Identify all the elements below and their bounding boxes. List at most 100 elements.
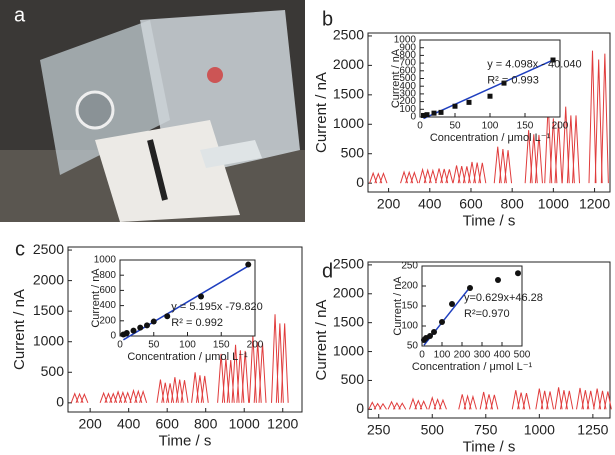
peak <box>522 393 531 410</box>
y-tick-label: 100 <box>401 321 418 332</box>
y-axis-title: Current / nA <box>313 300 330 381</box>
peak <box>156 379 165 403</box>
x-tick-label: 600 <box>459 195 483 211</box>
plot-frame <box>367 32 611 193</box>
x-tick-label: 200 <box>247 340 264 351</box>
y-tick-label: 250 <box>401 261 418 272</box>
peak <box>517 392 526 410</box>
peak <box>593 388 602 410</box>
x-tick-label: 50 <box>148 340 160 351</box>
peak <box>598 390 607 410</box>
photo-port <box>207 67 223 83</box>
peak <box>498 148 507 184</box>
peak <box>191 372 200 403</box>
y-tick-label: 1000 <box>333 115 364 131</box>
peak <box>134 389 143 403</box>
peak <box>379 402 387 410</box>
y-tick-label: 500 <box>341 371 365 387</box>
point <box>164 313 171 320</box>
x-tick-label: 400 <box>117 415 141 431</box>
peak <box>479 391 488 410</box>
x-tick-label: 0 <box>417 121 423 132</box>
peak <box>524 130 533 184</box>
point <box>427 333 433 339</box>
y-tick-label: 400 <box>399 81 416 92</box>
y-tick-label: 1000 <box>333 342 364 358</box>
peak <box>535 388 544 410</box>
peak <box>408 397 417 410</box>
peak <box>418 167 427 184</box>
fit-line <box>122 265 249 341</box>
panel-label: a <box>14 4 26 26</box>
peak <box>200 375 209 403</box>
x-tick-label: 150 <box>213 340 230 351</box>
x-tick-label: 50 <box>449 121 461 132</box>
x-tick-label: 100 <box>434 350 451 361</box>
point <box>245 261 252 268</box>
peak <box>387 400 396 410</box>
peak <box>139 389 148 403</box>
x-tick-label: 400 <box>494 350 511 361</box>
photo-plate <box>95 120 240 222</box>
peak <box>414 399 423 410</box>
peak <box>581 390 590 410</box>
annotation: y = 5.195x -79.820 <box>171 301 262 313</box>
photo-chip <box>200 140 262 168</box>
peak <box>428 396 437 410</box>
x-tick-label: 250 <box>367 421 391 437</box>
peak <box>600 53 609 184</box>
point <box>123 329 130 336</box>
plot-frame <box>67 246 303 413</box>
panel-label: b <box>322 8 333 30</box>
peak <box>588 50 597 184</box>
peak <box>379 171 388 184</box>
peak <box>392 401 401 410</box>
peak <box>410 170 419 184</box>
x-tick-label: 1000 <box>524 421 555 437</box>
peak <box>70 392 79 404</box>
fit-line <box>423 59 554 120</box>
x-tick-label: 1000 <box>538 195 569 211</box>
peak <box>75 392 84 404</box>
peak <box>438 398 447 410</box>
point <box>501 80 507 86</box>
x-tick-label: 1200 <box>579 195 610 211</box>
peak <box>603 391 612 410</box>
panel-label: d <box>322 260 333 282</box>
x-tick-label: 500 <box>514 350 531 361</box>
panel-label: c <box>15 238 25 260</box>
annotation: y=0.629x+46.28 <box>464 292 543 304</box>
x-axis-title: Concentration / μmol L⁻¹ <box>127 351 248 363</box>
peak <box>435 168 444 184</box>
y-tick-label: 2000 <box>333 284 364 300</box>
peak <box>398 402 407 410</box>
point <box>438 109 444 115</box>
point <box>467 285 473 291</box>
peak <box>445 169 454 184</box>
x-tick-label: 200 <box>377 195 401 211</box>
peak <box>572 115 581 184</box>
annotation: y = 4.098x - 40.040 <box>487 59 581 71</box>
peak <box>554 121 563 184</box>
y-tick-label: 1500 <box>333 86 364 102</box>
y-tick-label: 50 <box>407 341 419 352</box>
point <box>130 327 137 334</box>
y-tick-label: 2500 <box>33 241 64 257</box>
x-tick-label: 300 <box>474 350 491 361</box>
x-axis-title: Concentration / μmol L⁻¹ <box>430 132 551 144</box>
x-tick-label: 1250 <box>577 421 608 437</box>
peak <box>485 394 493 410</box>
annotation: R² = 0.993 <box>487 75 539 87</box>
peak <box>428 168 437 184</box>
peak <box>80 392 89 404</box>
x-tick-label: 750 <box>474 421 498 437</box>
point <box>452 103 458 109</box>
y-tick-label: 2500 <box>333 256 364 272</box>
y-tick-label: 0 <box>110 331 116 342</box>
peak <box>478 162 487 184</box>
y-tick-label: 1500 <box>33 302 64 318</box>
x-axis-title: Concentration / μmol L⁻¹ <box>412 361 533 373</box>
point <box>431 329 437 335</box>
x-tick-label: 200 <box>454 350 471 361</box>
